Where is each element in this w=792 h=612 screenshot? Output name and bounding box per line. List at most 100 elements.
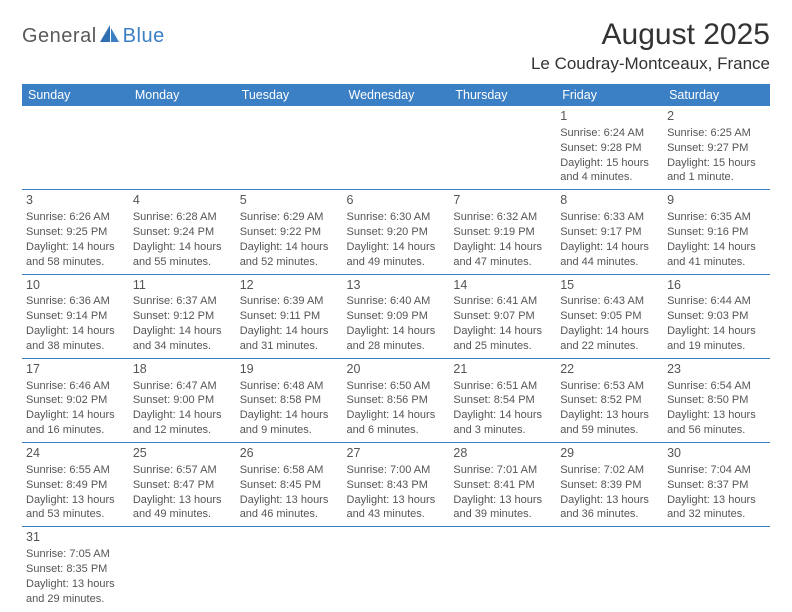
calendar-week-row: 10Sunrise: 6:36 AMSunset: 9:14 PMDayligh…	[22, 274, 770, 358]
day-info-line: and 58 minutes.	[26, 255, 125, 270]
day-info-line: Sunrise: 7:05 AM	[26, 547, 125, 562]
calendar-day-cell: 24Sunrise: 6:55 AMSunset: 8:49 PMDayligh…	[22, 443, 129, 527]
logo-text-blue: Blue	[123, 25, 165, 48]
day-info-line: Sunset: 8:45 PM	[240, 478, 339, 493]
calendar-week-row: 1Sunrise: 6:24 AMSunset: 9:28 PMDaylight…	[22, 106, 770, 190]
calendar-day-cell: 7Sunrise: 6:32 AMSunset: 9:19 PMDaylight…	[449, 190, 556, 274]
calendar-day-cell: 4Sunrise: 6:28 AMSunset: 9:24 PMDaylight…	[129, 190, 236, 274]
calendar-empty-cell	[663, 527, 770, 611]
day-info-line: and 39 minutes.	[453, 507, 552, 522]
calendar-day-cell: 9Sunrise: 6:35 AMSunset: 9:16 PMDaylight…	[663, 190, 770, 274]
calendar-day-cell: 12Sunrise: 6:39 AMSunset: 9:11 PMDayligh…	[236, 274, 343, 358]
title-block: August 2025 Le Coudray-Montceaux, France	[531, 18, 770, 74]
calendar-empty-cell	[236, 106, 343, 190]
calendar-table: SundayMondayTuesdayWednesdayThursdayFrid…	[22, 84, 770, 611]
day-info-line: Daylight: 14 hours	[26, 240, 125, 255]
day-info-line: Sunrise: 6:50 AM	[347, 379, 446, 394]
calendar-empty-cell	[129, 106, 236, 190]
day-number: 21	[453, 361, 552, 378]
day-info-line: Sunset: 9:02 PM	[26, 393, 125, 408]
day-info-line: Daylight: 14 hours	[133, 240, 232, 255]
day-number: 4	[133, 192, 232, 209]
day-info-line: and 44 minutes.	[560, 255, 659, 270]
calendar-day-cell: 10Sunrise: 6:36 AMSunset: 9:14 PMDayligh…	[22, 274, 129, 358]
day-number: 12	[240, 277, 339, 294]
day-info-line: and 1 minute.	[667, 170, 766, 185]
calendar-week-row: 3Sunrise: 6:26 AMSunset: 9:25 PMDaylight…	[22, 190, 770, 274]
day-info-line: Daylight: 14 hours	[240, 240, 339, 255]
day-info-line: Sunrise: 6:48 AM	[240, 379, 339, 394]
calendar-week-row: 17Sunrise: 6:46 AMSunset: 9:02 PMDayligh…	[22, 358, 770, 442]
calendar-empty-cell	[343, 527, 450, 611]
day-info-line: Sunrise: 6:44 AM	[667, 294, 766, 309]
calendar-day-cell: 13Sunrise: 6:40 AMSunset: 9:09 PMDayligh…	[343, 274, 450, 358]
day-info-line: Sunrise: 6:25 AM	[667, 126, 766, 141]
day-number: 14	[453, 277, 552, 294]
day-info-line: Sunset: 8:37 PM	[667, 478, 766, 493]
day-info-line: Daylight: 13 hours	[453, 493, 552, 508]
weekday-header: Tuesday	[236, 84, 343, 106]
day-info-line: and 43 minutes.	[347, 507, 446, 522]
calendar-day-cell: 29Sunrise: 7:02 AMSunset: 8:39 PMDayligh…	[556, 443, 663, 527]
day-info-line: Sunrise: 6:37 AM	[133, 294, 232, 309]
day-info-line: Sunset: 8:50 PM	[667, 393, 766, 408]
day-info-line: and 49 minutes.	[133, 507, 232, 522]
day-info-line: Daylight: 13 hours	[667, 493, 766, 508]
calendar-empty-cell	[129, 527, 236, 611]
day-info-line: Sunset: 9:20 PM	[347, 225, 446, 240]
day-info-line: Daylight: 14 hours	[453, 324, 552, 339]
day-info-line: Sunrise: 6:57 AM	[133, 463, 232, 478]
day-info-line: Daylight: 14 hours	[347, 240, 446, 255]
day-number: 3	[26, 192, 125, 209]
day-info-line: Sunset: 9:27 PM	[667, 141, 766, 156]
day-number: 17	[26, 361, 125, 378]
day-info-line: Sunrise: 7:01 AM	[453, 463, 552, 478]
day-info-line: and 16 minutes.	[26, 423, 125, 438]
day-info-line: and 53 minutes.	[26, 507, 125, 522]
day-info-line: and 29 minutes.	[26, 592, 125, 607]
day-info-line: and 4 minutes.	[560, 170, 659, 185]
day-info-line: Sunrise: 6:40 AM	[347, 294, 446, 309]
day-info-line: and 19 minutes.	[667, 339, 766, 354]
day-info-line: and 52 minutes.	[240, 255, 339, 270]
day-info-line: and 41 minutes.	[667, 255, 766, 270]
calendar-day-cell: 25Sunrise: 6:57 AMSunset: 8:47 PMDayligh…	[129, 443, 236, 527]
calendar-empty-cell	[449, 527, 556, 611]
day-info-line: Daylight: 14 hours	[347, 324, 446, 339]
day-info-line: Sunrise: 6:41 AM	[453, 294, 552, 309]
calendar-empty-cell	[236, 527, 343, 611]
day-number: 8	[560, 192, 659, 209]
day-number: 27	[347, 445, 446, 462]
day-info-line: Sunset: 8:52 PM	[560, 393, 659, 408]
calendar-day-cell: 22Sunrise: 6:53 AMSunset: 8:52 PMDayligh…	[556, 358, 663, 442]
day-info-line: Sunrise: 6:58 AM	[240, 463, 339, 478]
day-number: 5	[240, 192, 339, 209]
day-number: 25	[133, 445, 232, 462]
day-number: 28	[453, 445, 552, 462]
day-info-line: Sunrise: 6:39 AM	[240, 294, 339, 309]
day-info-line: Sunrise: 6:43 AM	[560, 294, 659, 309]
day-info-line: and 49 minutes.	[347, 255, 446, 270]
day-number: 24	[26, 445, 125, 462]
page-title: August 2025	[531, 18, 770, 52]
day-info-line: and 46 minutes.	[240, 507, 339, 522]
calendar-day-cell: 17Sunrise: 6:46 AMSunset: 9:02 PMDayligh…	[22, 358, 129, 442]
weekday-header: Friday	[556, 84, 663, 106]
calendar-day-cell: 18Sunrise: 6:47 AMSunset: 9:00 PMDayligh…	[129, 358, 236, 442]
day-info-line: Sunrise: 6:55 AM	[26, 463, 125, 478]
day-number: 20	[347, 361, 446, 378]
calendar-day-cell: 1Sunrise: 6:24 AMSunset: 9:28 PMDaylight…	[556, 106, 663, 190]
day-info-line: Sunrise: 6:36 AM	[26, 294, 125, 309]
day-info-line: and 56 minutes.	[667, 423, 766, 438]
day-info-line: Daylight: 15 hours	[560, 156, 659, 171]
day-info-line: Sunrise: 6:53 AM	[560, 379, 659, 394]
day-info-line: Sunset: 9:00 PM	[133, 393, 232, 408]
calendar-empty-cell	[556, 527, 663, 611]
day-info-line: Sunrise: 6:33 AM	[560, 210, 659, 225]
day-info-line: Sunset: 9:25 PM	[26, 225, 125, 240]
day-number: 31	[26, 529, 125, 546]
day-info-line: Daylight: 13 hours	[26, 493, 125, 508]
logo-text-general: General	[22, 25, 97, 48]
day-number: 29	[560, 445, 659, 462]
day-number: 15	[560, 277, 659, 294]
